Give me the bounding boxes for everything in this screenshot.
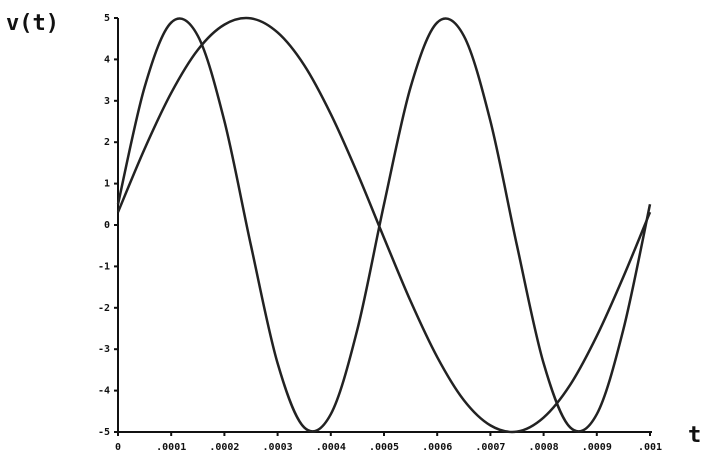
x-tick-label: .0005 <box>369 442 399 453</box>
y-tick-label: -2 <box>98 303 110 314</box>
y-tick-label: 5 <box>104 13 110 24</box>
x-tick-label: .0006 <box>422 442 452 453</box>
x-axis-label: t <box>688 423 701 448</box>
x-tick-label: .0008 <box>529 442 559 453</box>
y-tick-label: -5 <box>98 427 110 438</box>
y-tick-label: -4 <box>98 386 110 397</box>
y-tick-label: 0 <box>104 220 110 231</box>
y-tick-label: -1 <box>98 261 110 272</box>
x-tick-label: .0007 <box>475 442 505 453</box>
x-tick-label: .0004 <box>316 442 346 453</box>
y-axis-label: v(t) <box>6 11 59 36</box>
x-tick-label: .0001 <box>156 442 186 453</box>
y-tick-label: 1 <box>104 179 110 190</box>
x-tick-label: .001 <box>638 442 662 453</box>
chart: v(t) t -5 -4 -3 -2 -1 0 1 2 3 4 5 0 .0001 .0002 .0003.… <box>0 0 706 464</box>
x-tick-label: .0002 <box>209 442 239 453</box>
y-tick-label: 3 <box>104 96 110 107</box>
y-tick-label: 2 <box>104 137 110 148</box>
y-tick-label: 4 <box>104 54 110 65</box>
x-tick-label: .0003 <box>263 442 293 453</box>
y-tick-label: -3 <box>98 344 110 355</box>
x-tick-label: 0 <box>115 442 121 453</box>
x-tick-label: .0009 <box>582 442 612 453</box>
